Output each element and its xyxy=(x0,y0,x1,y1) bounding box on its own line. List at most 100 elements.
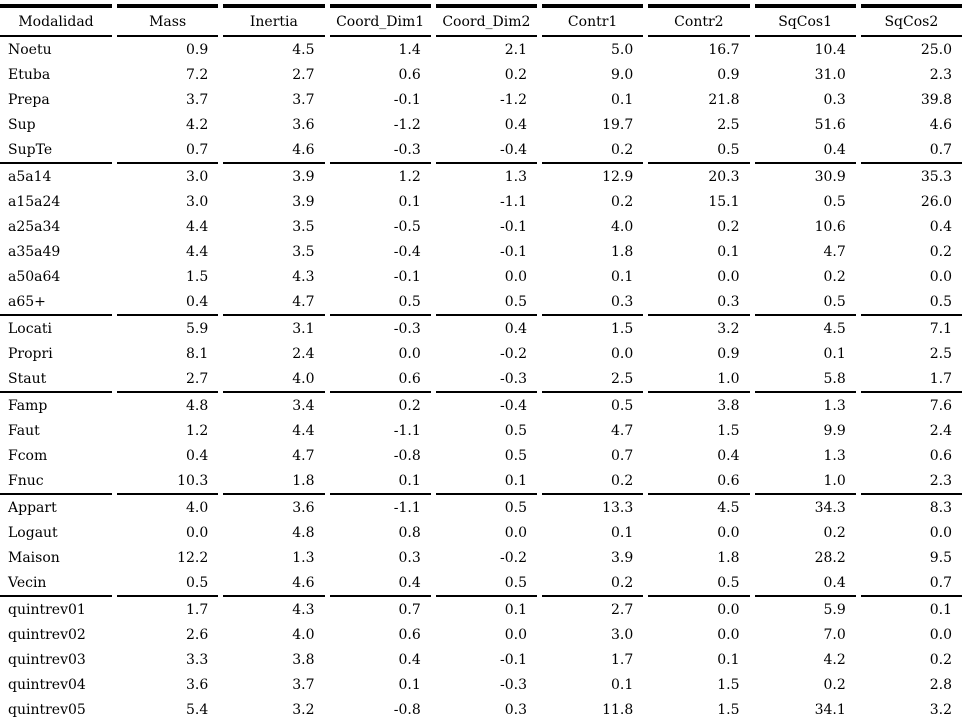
cell-contr2: 16.7 xyxy=(708,41,740,58)
cell-mass: 8.1 xyxy=(185,345,209,362)
cell-contr1: 12.9 xyxy=(542,162,644,189)
cell-contr2: 1.0 xyxy=(717,370,740,387)
cell-sqcos2: 7.1 xyxy=(860,314,962,341)
cell-contr1: 0.1 xyxy=(610,268,634,285)
cell-contr1: 0.2 xyxy=(610,472,634,489)
cell-coord_dim2: -0.2 xyxy=(500,345,527,362)
cell-contr1: 3.9 xyxy=(610,549,634,566)
cell-contr1: 3.0 xyxy=(610,626,634,643)
table-row-quintrev05: quintrev05 5.4 3.2 -0.8 0.3 11.8 1.5 34.1 3.2 xyxy=(0,697,962,718)
cell-contr2: 0.1 xyxy=(717,243,740,260)
table-row-a5a14: a5a14 3.0 3.9 1.2 1.3 12.9 20.3 30.9 35.3 xyxy=(0,162,962,189)
cell-coord_dim1: -0.3 xyxy=(329,314,431,341)
cell-coord_dim2: 0.5 xyxy=(435,493,537,520)
column-header-mass: Mass xyxy=(117,4,219,37)
cell-contr2: 0.2 xyxy=(717,218,740,235)
cell-inertia: 3.7 xyxy=(292,91,315,108)
cell-contr2: 0.5 xyxy=(717,574,740,591)
cell-inertia: 4.6 xyxy=(292,141,315,158)
cell-inertia: 4.7 xyxy=(292,447,315,464)
cell-coord_dim2: 0.4 xyxy=(435,314,537,341)
table-row-appart: Appart 4.0 3.6 -1.1 0.5 13.3 4.5 34.3 8.3 xyxy=(0,493,962,520)
cell-sqcos1: 1.3 xyxy=(754,391,856,418)
table-row-etuba: Etuba 7.2 2.7 0.6 0.2 9.0 0.9 31.0 2.3 xyxy=(0,62,962,87)
table-row-locati: Locati 5.9 3.1 -0.3 0.4 1.5 3.2 4.5 7.1 xyxy=(0,314,962,341)
row-label: a25a34 xyxy=(8,218,61,235)
cell-contr1: 0.1 xyxy=(610,91,634,108)
table-row-faut: Faut 1.2 4.4 -1.1 0.5 4.7 1.5 9.9 2.4 xyxy=(0,418,962,443)
cell-sqcos1: 0.5 xyxy=(823,193,846,210)
cell-contr1: 0.3 xyxy=(610,293,634,310)
cell-inertia: 4.6 xyxy=(292,574,315,591)
row-label: a5a14 xyxy=(0,162,112,189)
cell-sqcos2: 0.0 xyxy=(929,524,952,541)
cell-sqcos1: 10.6 xyxy=(814,218,846,235)
cell-coord_dim2: -0.1 xyxy=(500,651,527,668)
row-label: Staut xyxy=(8,370,47,387)
cell-sqcos1: 10.4 xyxy=(814,41,846,58)
cell-mass: 4.8 xyxy=(117,391,219,418)
cell-sqcos2: 0.2 xyxy=(929,651,952,668)
cell-mass: 3.3 xyxy=(185,651,209,668)
table-body: Noetu 0.9 4.5 1.4 2.1 5.0 16.7 10.4 25.0 Etuba 7.2… xyxy=(0,37,962,718)
cell-contr1: 0.1 xyxy=(610,524,634,541)
cell-contr1: 1.7 xyxy=(610,651,634,668)
cell-coord_dim1: -0.4 xyxy=(393,243,421,260)
cell-sqcos2: 4.6 xyxy=(929,116,952,133)
cell-mass: 0.0 xyxy=(185,524,209,541)
cell-sqcos1: 5.9 xyxy=(754,595,856,622)
table-row-a50a64: a50a64 1.5 4.3 -0.1 0.0 0.1 0.0 0.2 0.0 xyxy=(0,264,962,289)
table-row-a15a24: a15a24 3.0 3.9 0.1 -1.1 0.2 15.1 0.5 26.0 xyxy=(0,189,962,214)
table-row-fcom: Fcom 0.4 4.7 -0.8 0.5 0.7 0.4 1.3 0.6 xyxy=(0,443,962,468)
cell-inertia: 4.3 xyxy=(292,268,315,285)
cell-coord_dim1: -1.1 xyxy=(329,493,431,520)
cell-coord_dim1: -0.8 xyxy=(393,447,421,464)
cell-sqcos1: 0.4 xyxy=(823,574,846,591)
cell-contr1: 0.0 xyxy=(610,345,634,362)
cell-contr1: 0.2 xyxy=(610,574,634,591)
cell-sqcos2: 2.3 xyxy=(929,472,952,489)
cell-mass: 2.7 xyxy=(185,370,209,387)
cell-coord_dim2: -0.1 xyxy=(500,243,527,260)
cell-coord_dim1: 0.8 xyxy=(398,524,421,541)
cell-contr1: 0.7 xyxy=(610,447,634,464)
cell-contr1: 0.1 xyxy=(610,676,634,693)
row-label: Vecin xyxy=(8,574,47,591)
cell-contr2: 0.0 xyxy=(648,595,750,622)
cell-sqcos2: 0.2 xyxy=(929,243,952,260)
cell-sqcos1: 30.9 xyxy=(754,162,856,189)
cell-contr1: 4.0 xyxy=(610,218,634,235)
row-label: quintrev05 xyxy=(0,697,112,718)
cell-coord_dim1: 0.6 xyxy=(398,370,421,387)
cell-sqcos1: 0.2 xyxy=(823,268,846,285)
cell-mass: 0.4 xyxy=(185,447,209,464)
cell-coord_dim2: -0.2 xyxy=(500,549,527,566)
cell-sqcos1: 0.2 xyxy=(823,524,846,541)
cell-mass: 5.9 xyxy=(117,314,219,341)
table-row-quintrev02: quintrev02 2.6 4.0 0.6 0.0 3.0 0.0 7.0 0.0 xyxy=(0,622,962,647)
cell-contr2: 0.0 xyxy=(717,268,740,285)
column-header-contr2: Contr2 xyxy=(648,4,750,37)
cell-coord_dim1: 0.0 xyxy=(398,345,421,362)
cell-inertia: 3.9 xyxy=(292,193,315,210)
cell-inertia: 3.5 xyxy=(292,218,315,235)
cell-sqcos1: 0.4 xyxy=(823,141,846,158)
table-row-noetu: Noetu 0.9 4.5 1.4 2.1 5.0 16.7 10.4 25.0 xyxy=(0,37,962,62)
table-row-a35a49: a35a49 4.4 3.5 -0.4 -0.1 1.8 0.1 4.7 0.2 xyxy=(0,239,962,264)
cell-mass: 7.2 xyxy=(185,66,209,83)
table-row-a65+: a65+ 0.4 4.7 0.5 0.5 0.3 0.3 0.5 0.5 xyxy=(0,289,962,314)
cell-contr2: 4.5 xyxy=(648,493,750,520)
cell-sqcos1: 4.2 xyxy=(823,651,846,668)
cell-mass: 1.7 xyxy=(117,595,219,622)
cell-coord_dim2: 0.5 xyxy=(504,293,527,310)
cell-sqcos2: 0.4 xyxy=(929,218,952,235)
cell-sqcos2: 39.8 xyxy=(920,91,952,108)
cell-sqcos2: 0.0 xyxy=(929,268,952,285)
row-label: a50a64 xyxy=(8,268,61,285)
row-label: Fcom xyxy=(8,447,48,464)
cell-coord_dim2: -0.4 xyxy=(435,391,537,418)
cell-coord_dim2: -1.1 xyxy=(500,193,527,210)
cell-coord_dim2: 0.5 xyxy=(504,422,527,439)
cell-coord_dim2: 2.1 xyxy=(504,41,527,58)
